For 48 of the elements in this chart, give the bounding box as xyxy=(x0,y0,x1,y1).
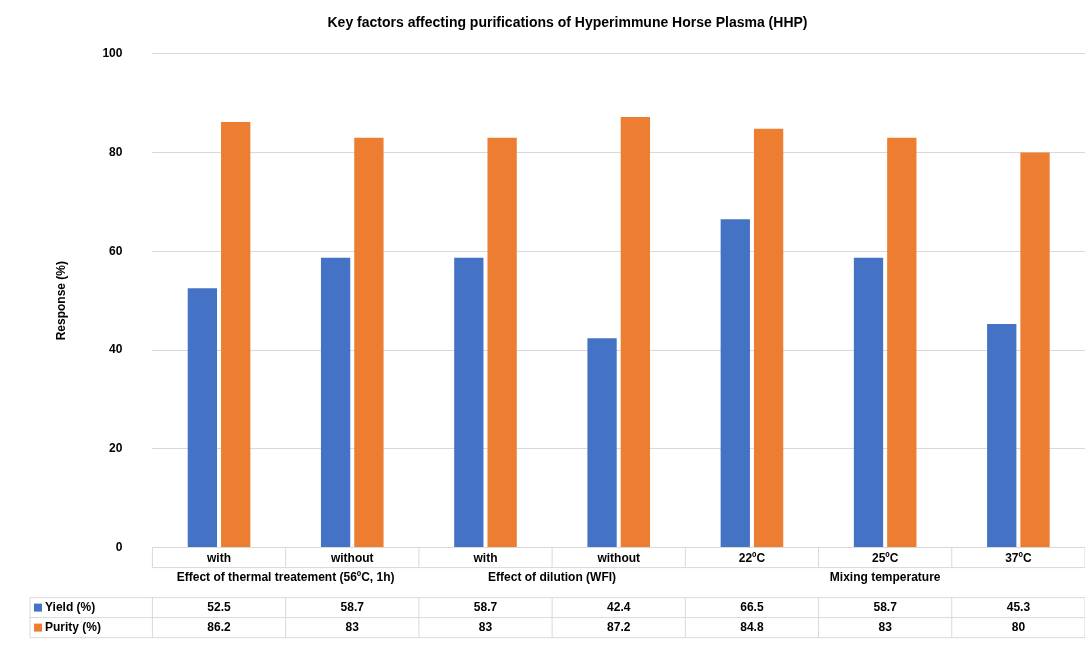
data-label: 83 xyxy=(478,619,493,634)
data-label: 87.2 xyxy=(607,619,631,634)
bar xyxy=(587,338,617,548)
bar xyxy=(987,323,1017,548)
bar xyxy=(753,128,784,548)
bar xyxy=(221,121,251,548)
y-tick-label: 0 xyxy=(115,539,123,554)
data-label: 86.2 xyxy=(207,619,232,634)
legend-label: Yield (%) xyxy=(45,599,96,614)
bar xyxy=(187,288,218,548)
data-label: 84.8 xyxy=(740,619,764,634)
bar xyxy=(1020,152,1050,548)
bar xyxy=(620,117,651,548)
y-tick-label: 100 xyxy=(102,46,123,61)
bar xyxy=(853,257,884,548)
data-label: 45.3 xyxy=(1006,599,1031,614)
data-label: 58.7 xyxy=(873,599,898,614)
bar xyxy=(887,137,917,548)
y-tick-label: 20 xyxy=(109,441,123,456)
bar xyxy=(454,257,484,548)
data-label: 42.4 xyxy=(607,599,631,614)
y-tick-label: 60 xyxy=(109,243,123,258)
x-tick-label: without xyxy=(329,551,374,566)
bar xyxy=(320,257,351,548)
y-axis-title: Response (%) xyxy=(53,261,68,341)
bar xyxy=(487,137,517,548)
data-label: 83 xyxy=(345,619,360,634)
data-label: 83 xyxy=(878,619,893,634)
text: Effect of dilution (WFI) xyxy=(488,569,617,584)
x-tick-label: 22ºC xyxy=(738,551,766,566)
data-label: 66.5 xyxy=(740,599,764,614)
x-tick-label: 25ºC xyxy=(871,551,899,566)
text: Mixing temperature xyxy=(829,569,941,584)
x-tick-label: without xyxy=(596,551,641,566)
y-tick-label: 40 xyxy=(109,342,123,357)
data-label: 52.5 xyxy=(207,599,232,614)
x-tick-label: with xyxy=(472,551,498,566)
x-tick-label: 37ºC xyxy=(1005,551,1032,566)
bar xyxy=(354,137,384,548)
data-label: 80 xyxy=(1011,619,1026,634)
chart-title: Key factors affecting purifications of Hyperimmune Horse Plasma (HHP) xyxy=(327,14,808,31)
data-label: 58.7 xyxy=(340,599,365,614)
legend-label: Purity (%) xyxy=(45,619,102,634)
y-tick-label: 80 xyxy=(109,144,123,159)
bar xyxy=(720,219,750,548)
text: Effect of thermal treatement (56ºC, 1h) xyxy=(176,569,395,584)
data-label: 58.7 xyxy=(473,599,498,614)
x-tick-label: with xyxy=(206,551,232,566)
